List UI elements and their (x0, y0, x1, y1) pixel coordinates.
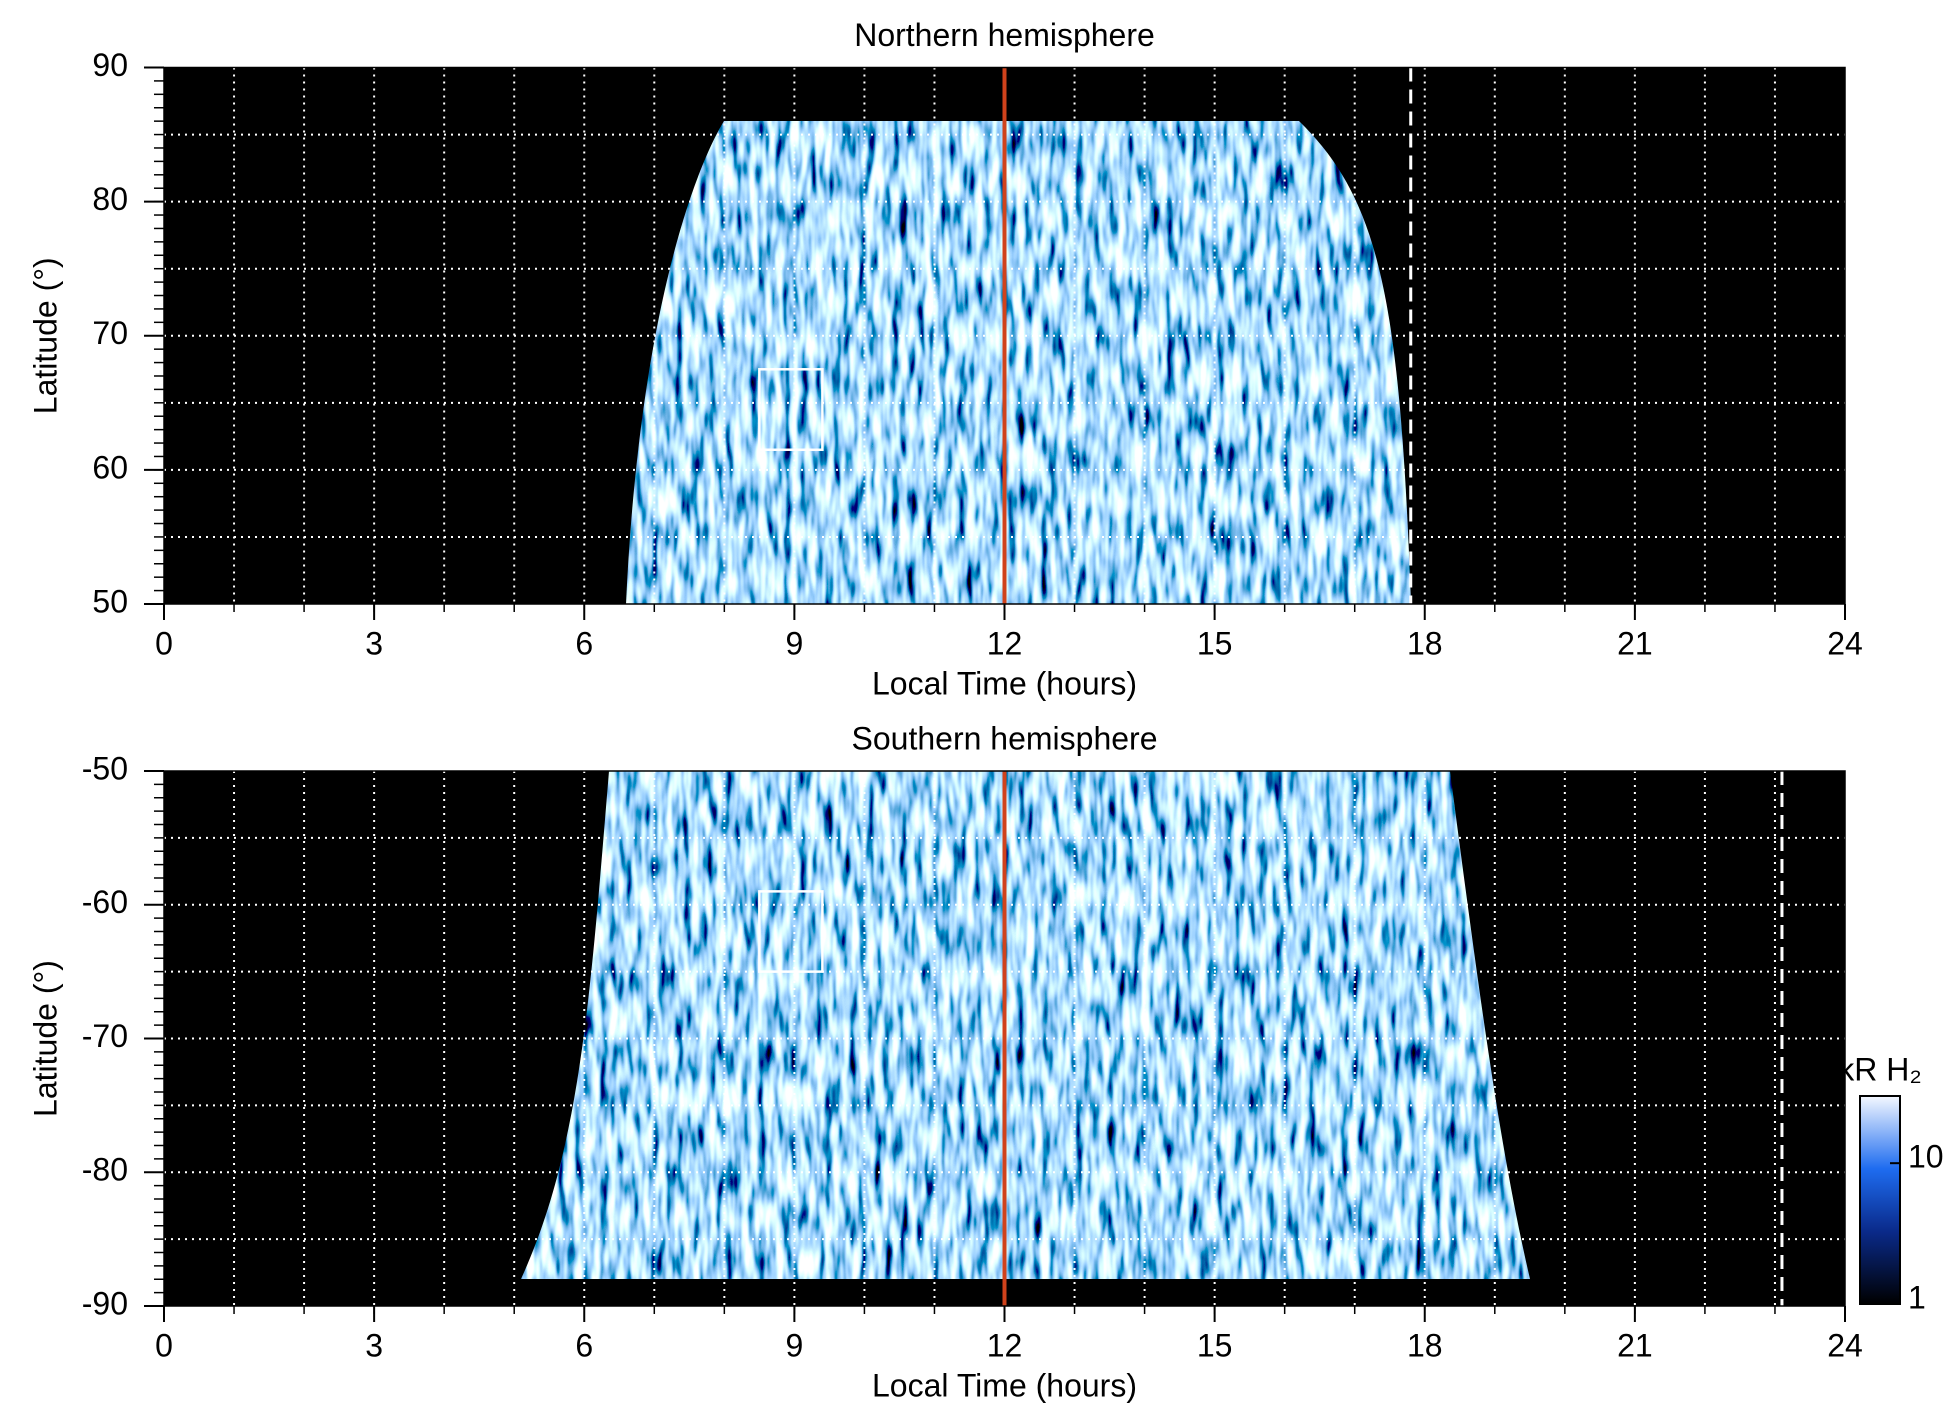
chart-title: Northern hemisphere (854, 17, 1155, 53)
highlight-box (758, 890, 824, 973)
y-tick-label: 50 (92, 583, 128, 619)
x-tick-label: 24 (1827, 625, 1863, 661)
colorbar-label: kR H₂ (1838, 1051, 1922, 1087)
x-tick-label: 9 (785, 1327, 803, 1363)
y-tick-label: 90 (92, 47, 128, 83)
x-tick-label: 15 (1197, 625, 1233, 661)
y-tick-label: 80 (92, 181, 128, 217)
x-axis-label: Local Time (hours) (872, 1367, 1137, 1403)
x-tick-label: 21 (1617, 625, 1653, 661)
x-tick-label: 21 (1617, 1327, 1653, 1363)
x-tick-label: 24 (1827, 1327, 1863, 1363)
highlight-box (758, 368, 824, 452)
y-axis-label: Latitude (°) (27, 257, 63, 414)
y-tick-label: -50 (82, 750, 128, 786)
x-tick-label: 6 (575, 1327, 593, 1363)
y-tick-label: 60 (92, 449, 128, 485)
x-axis-label: Local Time (hours) (872, 665, 1137, 701)
emission-map (521, 771, 1530, 1279)
x-tick-label: 6 (575, 625, 593, 661)
colorbar (1859, 1095, 1901, 1305)
colorbar-tick-label: 1 (1908, 1279, 1926, 1315)
x-tick-label: 12 (987, 625, 1023, 661)
y-axis-label: Latitude (°) (27, 960, 63, 1117)
y-tick-label: -70 (82, 1018, 128, 1054)
x-tick-label: 15 (1197, 1327, 1233, 1363)
plot-frame (163, 770, 1846, 1307)
x-tick-label: 3 (365, 625, 383, 661)
axes-layer: Northern hemisphere Local Time (hours) Lat… (27, 17, 1943, 1404)
x-tick-label: 18 (1407, 1327, 1443, 1363)
x-tick-label: 9 (785, 625, 803, 661)
x-tick-label: 18 (1407, 625, 1443, 661)
y-tick-label: -90 (82, 1285, 128, 1321)
x-tick-label: 12 (987, 1327, 1023, 1363)
chart-title: Southern hemisphere (852, 720, 1158, 756)
x-tick-label: 3 (365, 1327, 383, 1363)
x-tick-label: 0 (155, 1327, 173, 1363)
colorbar-tick-label: 10 (1908, 1139, 1944, 1175)
y-tick-label: -80 (82, 1152, 128, 1188)
x-tick-label: 0 (155, 625, 173, 661)
y-tick-label: 70 (92, 315, 128, 351)
plot-frame (163, 66, 1846, 605)
y-tick-label: -60 (82, 884, 128, 920)
